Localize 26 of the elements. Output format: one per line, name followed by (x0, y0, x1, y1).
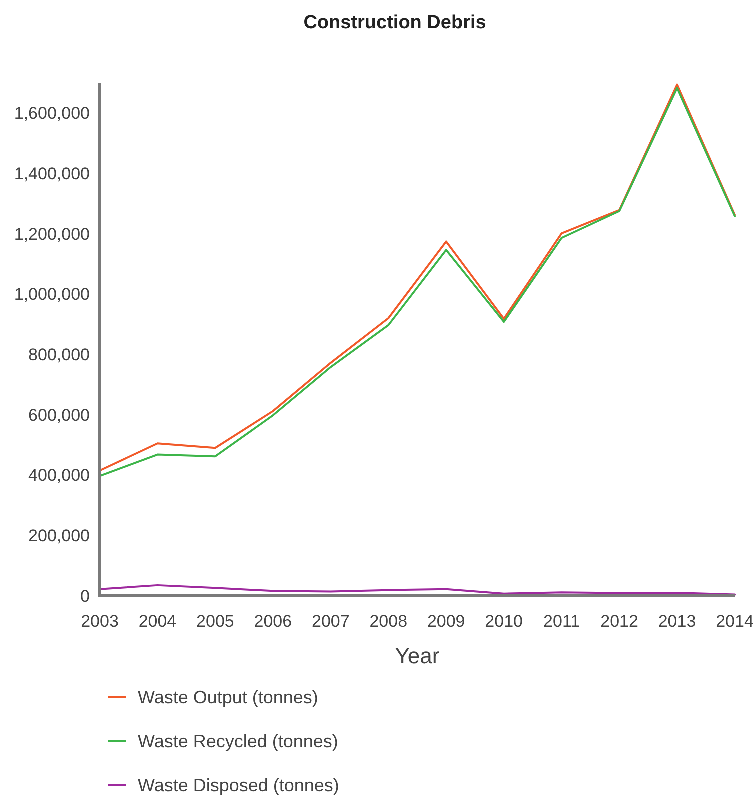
y-tick-label: 1,200,000 (14, 224, 90, 244)
y-tick-label: 600,000 (28, 406, 90, 425)
x-tick-label: 2012 (600, 612, 638, 631)
y-tick-label: 1,400,000 (14, 164, 90, 184)
y-tick-label: 400,000 (28, 466, 90, 486)
x-tick-label: 2009 (427, 612, 466, 631)
x-tick-label: 2014 (716, 612, 753, 631)
chart-title: Construction Debris (304, 12, 486, 34)
y-tick-label: 0 (80, 586, 90, 606)
x-tick-label: 2004 (138, 612, 177, 631)
y-tick-label: 1,000,000 (14, 285, 90, 304)
x-tick-label: 2005 (196, 612, 234, 631)
legend-label: Waste Recycled (tonnes) (138, 731, 338, 752)
x-tick-label: 2008 (370, 612, 408, 631)
x-tick-label: 2011 (544, 612, 580, 631)
legend-label: Waste Disposed (tonnes) (138, 775, 340, 796)
x-tick-label: 2006 (254, 612, 292, 631)
x-tick-label: 2013 (658, 612, 696, 631)
legend-label: Waste Output (tonnes) (138, 687, 318, 708)
x-tick-label: 2010 (485, 612, 524, 631)
x-tick-label: 2003 (81, 612, 119, 631)
y-tick-label: 200,000 (28, 526, 90, 546)
y-tick-label: 1,600,000 (14, 104, 90, 124)
x-axis-title: Year (395, 644, 440, 669)
x-tick-label: 2007 (312, 612, 350, 631)
y-tick-label: 800,000 (28, 346, 90, 365)
